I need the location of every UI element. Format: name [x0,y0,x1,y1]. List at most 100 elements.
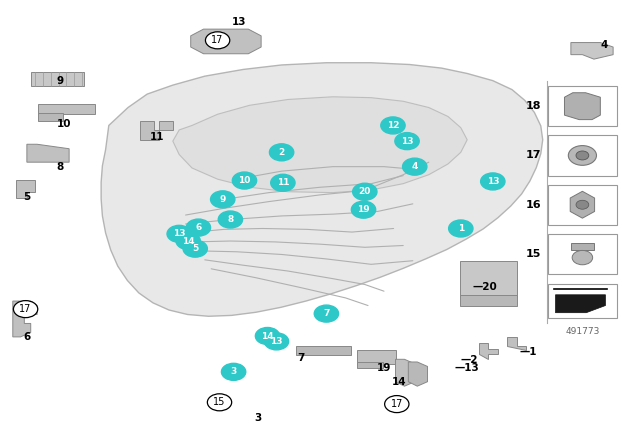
Text: 20: 20 [358,187,371,196]
Text: 18: 18 [526,101,541,111]
Text: 7: 7 [323,309,330,318]
Polygon shape [507,337,526,350]
Circle shape [183,240,207,257]
Polygon shape [460,261,517,297]
Circle shape [568,146,596,165]
Polygon shape [13,301,37,337]
Circle shape [385,396,409,413]
Circle shape [576,200,589,209]
Text: 19: 19 [357,205,370,214]
Text: 6: 6 [23,332,30,342]
FancyBboxPatch shape [548,284,617,318]
Text: —20: —20 [472,282,497,292]
Circle shape [167,225,191,242]
Text: 9: 9 [56,76,63,86]
Text: 11: 11 [150,132,164,142]
Circle shape [449,220,473,237]
Text: 5: 5 [192,244,198,253]
Text: 10: 10 [238,176,251,185]
Circle shape [314,305,339,322]
Polygon shape [479,343,498,359]
Circle shape [186,219,211,236]
Circle shape [572,250,593,265]
Text: 17: 17 [211,35,224,45]
Polygon shape [396,359,415,386]
Polygon shape [173,97,467,193]
Circle shape [403,158,427,175]
Text: 13: 13 [401,137,413,146]
Circle shape [269,144,294,161]
Text: —2: —2 [461,355,478,365]
Text: 5: 5 [23,192,30,202]
FancyBboxPatch shape [548,234,617,274]
Text: 14: 14 [182,237,195,246]
Text: 8: 8 [56,162,63,172]
Text: —13: —13 [454,363,479,373]
Circle shape [218,211,243,228]
Text: 12: 12 [387,121,399,130]
Text: 16: 16 [526,200,541,210]
Polygon shape [556,295,605,313]
Polygon shape [140,121,173,140]
Text: 9: 9 [220,195,226,204]
Circle shape [353,183,377,200]
Text: 10: 10 [56,119,71,129]
Circle shape [176,233,200,250]
Polygon shape [357,350,396,364]
FancyBboxPatch shape [548,86,617,126]
Text: 1: 1 [458,224,464,233]
Polygon shape [357,362,383,368]
Text: 4: 4 [412,162,418,171]
Circle shape [221,363,246,380]
Polygon shape [296,346,351,355]
Polygon shape [408,362,428,386]
Circle shape [395,133,419,150]
Circle shape [207,394,232,411]
Polygon shape [571,243,594,250]
Circle shape [205,32,230,49]
Polygon shape [191,29,261,54]
Polygon shape [16,180,35,198]
Text: 17: 17 [390,399,403,409]
Polygon shape [38,104,95,114]
Text: 15: 15 [526,249,541,259]
Circle shape [271,174,295,191]
Text: 19: 19 [376,363,390,373]
Text: 13: 13 [173,229,186,238]
Circle shape [381,117,405,134]
Text: 15: 15 [213,397,226,407]
Text: —1: —1 [520,347,537,357]
Polygon shape [31,72,84,86]
Text: 491773: 491773 [565,327,600,336]
Polygon shape [571,43,613,59]
Text: 17: 17 [526,151,541,160]
Text: 13: 13 [486,177,499,186]
Circle shape [264,333,289,350]
Circle shape [232,172,257,189]
Circle shape [255,327,280,345]
Polygon shape [38,113,63,121]
Polygon shape [570,191,595,218]
Polygon shape [460,295,517,306]
Text: 14: 14 [392,377,406,387]
Circle shape [576,151,589,160]
Text: 8: 8 [227,215,234,224]
Text: 13: 13 [270,337,283,346]
Text: 7: 7 [297,353,305,363]
Polygon shape [101,63,543,316]
Text: 14: 14 [261,332,274,340]
Text: 17: 17 [19,304,32,314]
Circle shape [13,301,38,318]
Text: 4: 4 [600,40,608,50]
Circle shape [481,173,505,190]
Text: 13: 13 [232,17,246,26]
FancyBboxPatch shape [548,185,617,225]
Polygon shape [564,93,600,120]
Text: 3: 3 [255,413,262,422]
FancyBboxPatch shape [548,135,617,176]
Text: 2: 2 [278,148,285,157]
Circle shape [211,191,235,208]
Text: 11: 11 [276,178,289,187]
Text: 3: 3 [230,367,237,376]
Polygon shape [27,144,69,162]
